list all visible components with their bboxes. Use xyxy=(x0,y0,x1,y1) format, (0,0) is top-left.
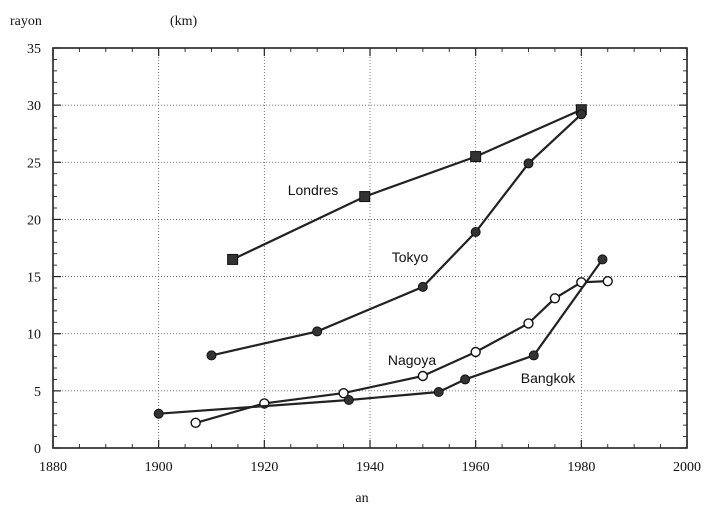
x-tick-label: 1960 xyxy=(462,460,490,475)
x-tick-label: 1940 xyxy=(356,460,384,475)
data-point-nagoya xyxy=(549,293,561,304)
data-point-londres xyxy=(470,151,482,163)
data-point-bangkok xyxy=(597,254,608,265)
y-tick-label: 0 xyxy=(34,442,41,457)
grid xyxy=(53,48,687,448)
data-point-tokyo xyxy=(312,326,323,337)
series-label-nagoya: Nagoya xyxy=(388,352,436,368)
data-point-nagoya xyxy=(523,318,534,329)
y-tick-label: 10 xyxy=(27,328,41,343)
data-point-bangkok xyxy=(528,350,539,361)
x-axis-label: an xyxy=(355,491,368,506)
data-point-tokyo xyxy=(470,227,481,237)
data-point-bangkok xyxy=(343,395,354,405)
y-axis-unit: (km) xyxy=(170,14,198,29)
x-tick-label: 2000 xyxy=(673,460,701,475)
y-axis-label: rayon xyxy=(10,14,42,29)
data-point-tokyo xyxy=(206,350,217,361)
data-point-tokyo xyxy=(523,158,534,169)
data-point-bangkok xyxy=(433,387,444,397)
series-label-londres: Londres xyxy=(288,182,339,198)
series-line-tokyo xyxy=(211,113,583,357)
series-label-bangkok: Bangkok xyxy=(521,370,576,386)
y-tick-label: 35 xyxy=(27,42,41,57)
x-tick-label: 1980 xyxy=(567,460,595,475)
data-point-londres xyxy=(359,191,371,203)
y-tick-label: 25 xyxy=(27,156,41,171)
y-tick-label: 20 xyxy=(27,213,41,228)
data-point-nagoya xyxy=(417,370,429,382)
data-point-bangkok xyxy=(153,408,164,419)
data-point-nagoya xyxy=(470,346,481,358)
data-point-tokyo xyxy=(576,109,587,120)
x-tick-label: 1880 xyxy=(39,460,67,475)
y-tick-label: 15 xyxy=(27,271,41,286)
data-point-tokyo xyxy=(417,281,428,292)
data-point-nagoya xyxy=(602,275,613,287)
data-point-nagoya xyxy=(338,387,349,399)
x-tick-label: 1920 xyxy=(250,460,278,475)
plot-frame xyxy=(52,47,688,449)
x-tick-label: 1900 xyxy=(145,460,173,475)
y-tick-label: 30 xyxy=(27,99,41,114)
data-point-nagoya xyxy=(190,417,201,429)
series-labels: Londres Tokyo Nagoya Bangkok xyxy=(288,182,577,386)
y-tick-label: 5 xyxy=(34,385,41,400)
series-line-bangkok xyxy=(158,258,604,415)
series-label-tokyo: Tokyo xyxy=(392,249,429,265)
series-group xyxy=(153,104,613,429)
tick-labels: 1880 1900 1920 1940 1960 1980 2000 0 5 10 15 20 25 30… xyxy=(27,42,701,475)
series-line-londres xyxy=(232,108,582,261)
data-point-londres xyxy=(227,253,239,265)
data-point-bangkok xyxy=(460,374,471,385)
